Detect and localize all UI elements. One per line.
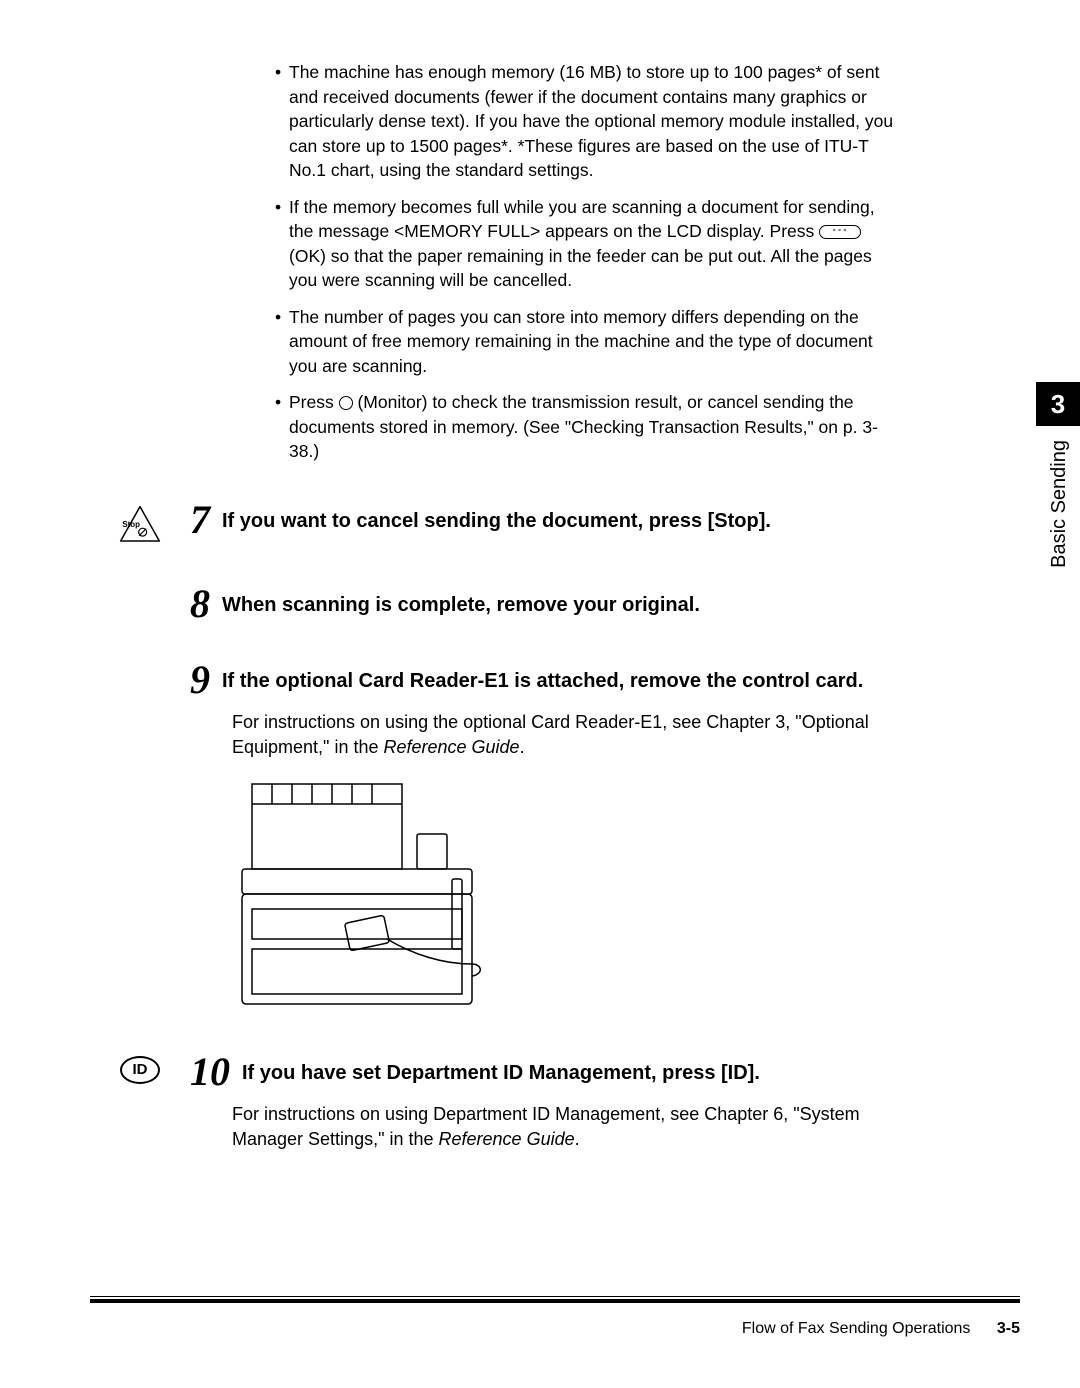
reference-title: Reference Guide [439, 1129, 575, 1149]
body-text: . [575, 1129, 580, 1149]
monitor-icon [339, 396, 353, 410]
chapter-label: Basic Sending [1048, 440, 1071, 568]
bullet-item: The number of pages you can store into m… [275, 305, 900, 379]
bullet-item: Press (Monitor) to check the transmissio… [275, 390, 900, 464]
page-number: 3-5 [997, 1320, 1020, 1337]
footer-rule [90, 1299, 1020, 1303]
step-body: For instructions on using Department ID … [232, 1102, 900, 1152]
bullet-item: The machine has enough memory (16 MB) to… [275, 60, 900, 183]
bullet-text: Press [289, 392, 339, 412]
footer-title: Flow of Fax Sending Operations [742, 1320, 971, 1337]
stop-icon: Stop [118, 504, 162, 548]
bullet-text: If the memory becomes full while you are… [289, 197, 875, 242]
step-8: 8 When scanning is complete, remove your… [90, 584, 1020, 624]
id-button-icon: ID [120, 1056, 160, 1084]
bullet-text: (Monitor) to check the transmission resu… [289, 392, 878, 461]
step-heading: If the optional Card Reader-E1 is attach… [222, 660, 863, 693]
reference-title: Reference Guide [383, 737, 519, 757]
bullet-item: If the memory becomes full while you are… [275, 195, 900, 293]
footer: Flow of Fax Sending Operations 3-5 [742, 1320, 1020, 1338]
step-heading: When scanning is complete, remove your o… [222, 584, 700, 617]
device-illustration [232, 774, 900, 1024]
chapter-tab: 3 [1036, 382, 1080, 426]
bullet-text: (OK) so that the paper remaining in the … [289, 246, 872, 291]
ok-button-icon [819, 225, 861, 239]
stop-label: Stop [122, 519, 140, 528]
step-number: 9 [190, 660, 210, 700]
body-text: . [520, 737, 525, 757]
step-7: Stop 7 If you want to cancel sending the… [90, 500, 1020, 548]
bullet-list: The machine has enough memory (16 MB) to… [275, 60, 900, 464]
step-10: ID 10 If you have set Department ID Mana… [90, 1052, 1020, 1152]
footer-rule-thin [90, 1296, 1020, 1297]
step-number: 8 [190, 584, 210, 624]
body-text: For instructions on using the optional C… [232, 712, 869, 757]
step-number: 10 [190, 1052, 230, 1092]
step-number: 7 [190, 500, 210, 540]
step-9: 9 If the optional Card Reader-E1 is atta… [90, 660, 1020, 1024]
step-heading: If you have set Department ID Management… [242, 1052, 760, 1085]
step-heading: If you want to cancel sending the docume… [222, 500, 771, 533]
step-body: For instructions on using the optional C… [232, 710, 900, 760]
